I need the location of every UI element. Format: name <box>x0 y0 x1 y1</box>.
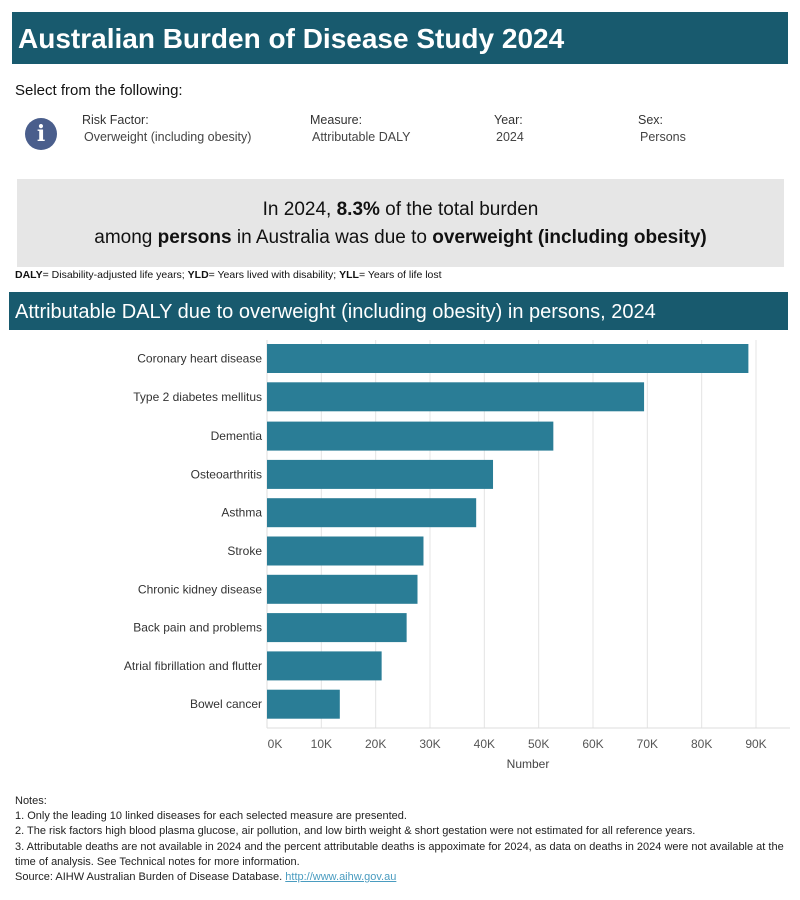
bar[interactable] <box>267 689 340 719</box>
notes: Notes: 1. Only the leading 10 linked dis… <box>15 794 785 885</box>
summary-sex: persons <box>157 227 232 248</box>
x-tick-label: 60K <box>582 737 603 751</box>
bar[interactable] <box>267 498 477 528</box>
source-line: Source: AIHW Australian Burden of Diseas… <box>15 871 397 884</box>
x-tick-label: 90K <box>745 737 766 751</box>
chart-title: Attributable DALY due to overweight (inc… <box>9 292 788 330</box>
filter-label: Sex: <box>638 113 664 127</box>
x-tick-label: 20K <box>365 737 386 751</box>
filter-label: Year: <box>494 113 523 127</box>
category-label: Osteoarthritis <box>191 467 262 481</box>
bar[interactable] <box>267 574 418 604</box>
notes-heading: Notes: <box>15 795 47 807</box>
filter-label: Risk Factor: <box>82 113 149 127</box>
category-label: Bowel cancer <box>190 697 262 711</box>
bar[interactable] <box>267 536 424 566</box>
filters-intro: Select from the following: <box>15 82 183 99</box>
summary-risk-factor: overweight (including obesity) <box>432 227 707 248</box>
bar[interactable] <box>267 459 494 489</box>
x-tick-label: 0K <box>268 737 283 751</box>
category-label: Atrial fibrillation and flutter <box>124 659 262 673</box>
filter-label: Measure: <box>310 113 363 127</box>
filter-value[interactable]: Attributable DALY <box>312 130 411 144</box>
summary-text: among <box>94 227 158 248</box>
category-label: Stroke <box>227 544 262 558</box>
filter-value[interactable]: Overweight (including obesity) <box>84 130 252 144</box>
summary-text: in Australia was due to <box>231 227 433 248</box>
summary-percent: 8.3% <box>336 199 380 220</box>
x-tick-label: 50K <box>528 737 549 751</box>
bar[interactable] <box>267 344 749 373</box>
category-label: Type 2 diabetes mellitus <box>133 390 262 404</box>
abbreviations: DALY= Disability-adjusted life years; YL… <box>15 269 442 281</box>
category-label: Coronary heart disease <box>137 352 262 366</box>
filter-value[interactable]: 2024 <box>496 130 524 144</box>
x-tick-label: 80K <box>691 737 712 751</box>
summary-text: of the total burden <box>379 199 539 220</box>
x-axis-title: Number <box>507 757 550 771</box>
bar[interactable] <box>267 382 645 412</box>
filter-sex[interactable]: Sex: Persons <box>638 113 686 144</box>
category-label: Asthma <box>221 506 262 520</box>
x-tick-label: 70K <box>637 737 658 751</box>
bar[interactable] <box>267 613 407 643</box>
bar-chart: 0K 10K 20K 30K 40K 50K 60K 70K 80K 90K Coronary he… <box>124 340 790 771</box>
x-tick-label: 30K <box>419 737 440 751</box>
bar[interactable] <box>267 421 554 451</box>
filter-year[interactable]: Year: 2024 <box>494 113 524 144</box>
x-tick-label: 40K <box>474 737 495 751</box>
category-label: Chronic kidney disease <box>138 582 262 596</box>
summary-text: In 2024, <box>262 199 337 220</box>
filter-measure[interactable]: Measure: Attributable DALY <box>310 113 410 144</box>
filter-risk-factor[interactable]: Risk Factor: Overweight (including obesi… <box>82 113 251 144</box>
summary-box: In 2024, 8.3% of the total burden among … <box>17 179 784 267</box>
x-tick-label: 10K <box>311 737 332 751</box>
note-item: 2. The risk factors high blood plasma gl… <box>15 825 696 838</box>
category-label: Dementia <box>211 429 263 443</box>
info-icon[interactable]: i <box>25 118 57 150</box>
note-item: 3. Attributable deaths are not available… <box>15 840 784 868</box>
page-title: Australian Burden of Disease Study 2024 <box>12 12 788 64</box>
category-label: Back pain and problems <box>133 621 262 635</box>
source-link[interactable]: http://www.aihw.gov.au <box>285 871 397 884</box>
filter-value[interactable]: Persons <box>640 130 686 144</box>
bar[interactable] <box>267 651 382 681</box>
note-item: 1. Only the leading 10 linked diseases f… <box>15 810 407 823</box>
